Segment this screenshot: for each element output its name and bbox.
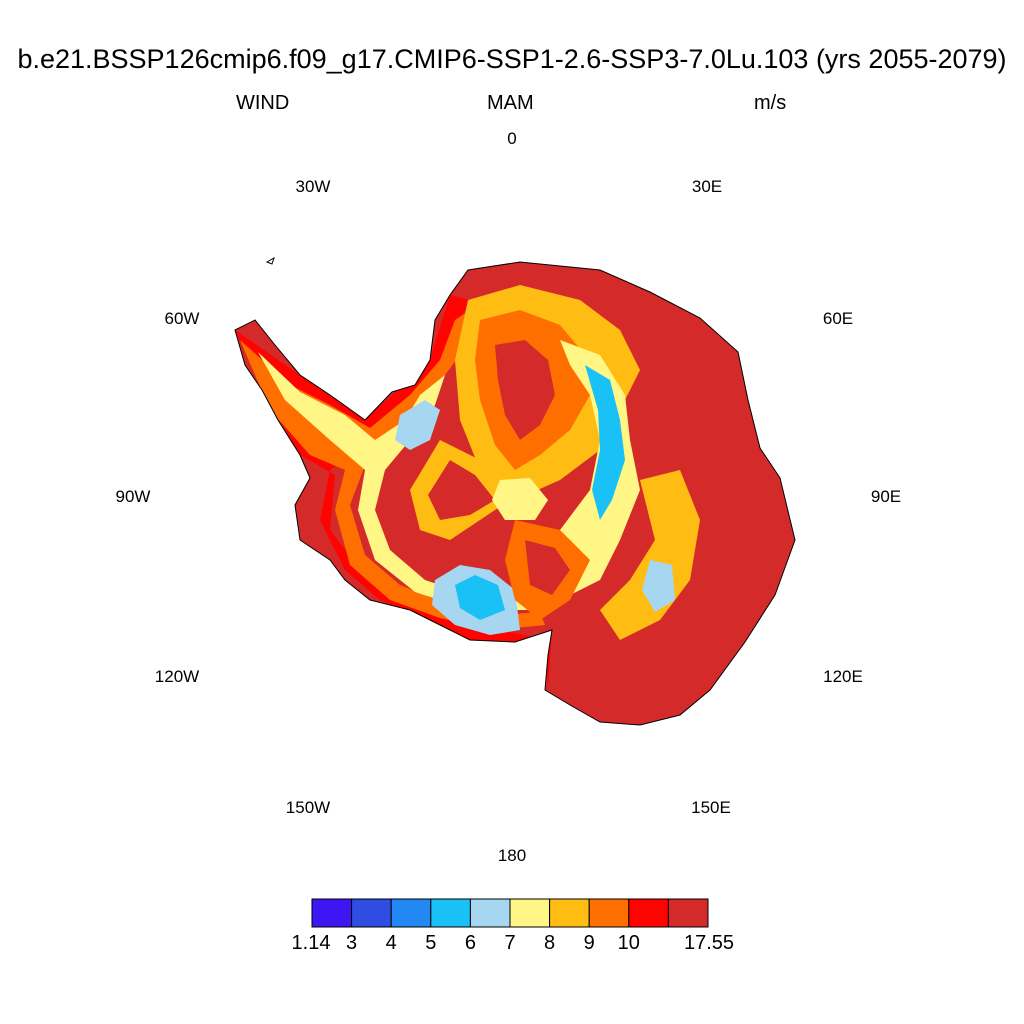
lon-label-150w: 150W	[285, 798, 331, 817]
wind-pole-center	[492, 478, 548, 520]
lon-label-30e: 30E	[691, 177, 723, 196]
colorbar-label-3: 5	[425, 932, 437, 954]
colorbar-swatch-7	[588, 898, 630, 928]
lon-label-0: 0	[507, 129, 517, 148]
island-outline	[265, 256, 275, 265]
colorbar-label-2: 4	[385, 932, 397, 954]
wind-band-max-south	[525, 540, 570, 595]
colorbar-swatch-8	[628, 898, 669, 928]
wind-patch-6-a	[395, 400, 440, 450]
lon-label-120e: 120E	[823, 667, 863, 686]
colorbar-swatch-3	[430, 898, 471, 928]
colorbar-swatch-9	[667, 898, 709, 928]
wind-band-7	[258, 352, 530, 610]
colorbar-swatch-4	[469, 898, 511, 928]
colorbar-swatch-0	[311, 898, 353, 928]
colorbar-swatch-2	[390, 898, 432, 928]
lon-label-60w: 60W	[164, 309, 200, 328]
colorbar-swatch-5	[509, 898, 551, 928]
wind-band-8-east	[600, 470, 700, 640]
lon-label-180: 180	[497, 846, 527, 865]
colorbar-label-5: 7	[504, 932, 516, 954]
colorbar-label-4: 6	[464, 932, 476, 954]
wind-patch-6-east	[642, 560, 675, 612]
colorbar-swatch-6	[549, 898, 590, 928]
colorbar-label-9: 17.55	[683, 932, 735, 954]
plot-title: b.e21.BSSP126cmip6.f09_g17.CMIP6-SSP1-2.…	[17, 44, 1007, 74]
lon-label-150e: 150E	[691, 798, 731, 817]
wind-patch-5-b	[455, 575, 505, 620]
lon-label-90w: 90W	[115, 487, 151, 506]
left-subtitle: WIND	[236, 92, 290, 114]
colorbar-label-1: 3	[346, 932, 358, 954]
wind-band-10	[235, 295, 552, 690]
wind-band-5-east	[585, 365, 625, 520]
colorbar-label-0: 1.14	[291, 932, 331, 954]
center-subtitle: MAM	[487, 92, 534, 114]
lon-label-60e: 60E	[822, 309, 854, 328]
lon-label-30w: 30W	[295, 177, 331, 196]
antarctica-coastline	[234, 261, 796, 726]
colorbar-label-6: 8	[544, 932, 556, 954]
colorbar-label-8: 10	[617, 932, 640, 954]
colorbar-swatch-1	[351, 898, 392, 928]
lon-label-120w: 120W	[154, 667, 200, 686]
wind-band-max-north	[495, 340, 555, 440]
wind-band-max-west	[428, 460, 495, 520]
colorbar-label-7: 9	[583, 932, 595, 954]
units-subtitle: m/s	[754, 92, 787, 114]
lon-label-90e: 90E	[870, 487, 902, 506]
colorbar	[311, 898, 709, 928]
